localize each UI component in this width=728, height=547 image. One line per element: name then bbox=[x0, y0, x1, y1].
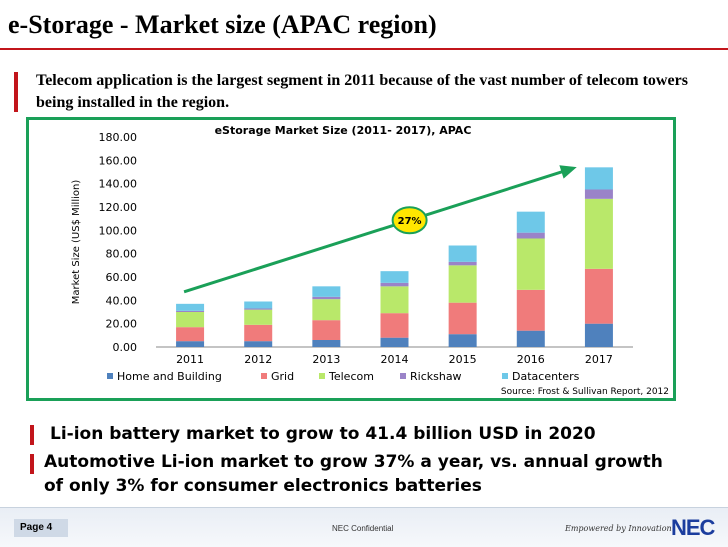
bar-segment bbox=[380, 337, 409, 347]
bar-segment bbox=[584, 323, 613, 347]
x-tick-label: 2016 bbox=[517, 353, 545, 366]
bar-segment bbox=[176, 327, 205, 342]
bar-segment bbox=[244, 308, 273, 310]
bullet-marker-1 bbox=[30, 425, 34, 445]
y-tick-label: 40.00 bbox=[106, 294, 138, 307]
slide-title: e-Storage - Market size (APAC region) bbox=[8, 10, 437, 39]
bar-segment bbox=[516, 289, 545, 331]
bar-segment bbox=[176, 303, 205, 311]
bar-segment bbox=[380, 313, 409, 338]
bar-segment bbox=[312, 299, 341, 321]
confidential-label: NEC Confidential bbox=[332, 524, 394, 533]
legend-swatch bbox=[261, 373, 267, 379]
legend-label: Datacenters bbox=[512, 370, 580, 383]
bar-segment bbox=[244, 341, 273, 347]
bar-segment bbox=[584, 198, 613, 269]
bar-segment bbox=[516, 238, 545, 290]
y-tick-label: 60.00 bbox=[106, 271, 138, 284]
intro-bullet-marker bbox=[14, 72, 18, 112]
x-tick-label: 2012 bbox=[244, 353, 272, 366]
bar-segment bbox=[448, 265, 477, 303]
intro-text: Telecom application is the largest segme… bbox=[36, 72, 688, 111]
y-tick-label: 180.00 bbox=[99, 131, 138, 144]
x-tick-label: 2011 bbox=[176, 353, 204, 366]
footer-bar bbox=[0, 507, 728, 547]
cagr-label: 27% bbox=[398, 216, 422, 227]
cagr-badge bbox=[391, 206, 428, 235]
bullet-marker-2 bbox=[30, 454, 34, 474]
legend-label: Home and Building bbox=[117, 370, 222, 383]
bar-segment bbox=[448, 334, 477, 347]
page-number: Page 4 bbox=[14, 519, 68, 537]
bar-segment bbox=[176, 312, 205, 328]
y-tick-label: 20.00 bbox=[106, 318, 138, 331]
legend-label: Rickshaw bbox=[410, 370, 462, 383]
bar-segment bbox=[516, 330, 545, 347]
legend-swatch bbox=[319, 373, 325, 379]
bullet-2: Automotive Li-ion market to grow 37% a y… bbox=[44, 452, 663, 496]
bar-segment bbox=[380, 286, 409, 314]
y-tick-label: 120.00 bbox=[99, 201, 138, 214]
x-tick-label: 2017 bbox=[585, 353, 613, 366]
y-tick-label: 100.00 bbox=[99, 224, 138, 237]
bar-segment bbox=[312, 286, 341, 297]
legend-swatch bbox=[400, 373, 406, 379]
bar-segment bbox=[312, 296, 341, 300]
trend-arrow-line bbox=[183, 166, 574, 294]
chart-frame: eStorage Market Size (2011- 2017), APAC 0… bbox=[26, 117, 676, 401]
y-tick-label: 80.00 bbox=[106, 248, 138, 261]
bar-segment bbox=[312, 320, 341, 340]
bar-segment bbox=[244, 301, 273, 309]
bar-segment bbox=[448, 261, 477, 266]
legend-label: Grid bbox=[271, 370, 294, 383]
bar-segment bbox=[584, 268, 613, 324]
y-tick-label: 0.00 bbox=[113, 341, 138, 354]
bar-segment bbox=[584, 189, 613, 199]
bar-segment bbox=[516, 232, 545, 239]
chart-title: eStorage Market Size (2011- 2017), APAC bbox=[215, 124, 472, 137]
market-size-chart: eStorage Market Size (2011- 2017), APAC 0… bbox=[71, 124, 669, 397]
bar-segment bbox=[176, 310, 205, 312]
bar-segment bbox=[244, 309, 273, 325]
x-tick-label: 2014 bbox=[381, 353, 409, 366]
legend-swatch bbox=[502, 373, 508, 379]
y-tick-label: 160.00 bbox=[99, 154, 138, 167]
bar-segment bbox=[448, 302, 477, 335]
x-tick-label: 2015 bbox=[449, 353, 477, 366]
bar-segment bbox=[448, 245, 477, 262]
nec-logo: NEC bbox=[671, 515, 715, 540]
bar-segment bbox=[516, 211, 545, 233]
y-axis-label: Market Size (US$ Million) bbox=[71, 180, 82, 305]
bar-segment bbox=[380, 282, 409, 287]
trend-arrow-head bbox=[559, 165, 577, 179]
source-note: Source: Frost & Sullivan Report, 2012 bbox=[501, 387, 669, 397]
x-tick-label: 2013 bbox=[312, 353, 340, 366]
bar-segment bbox=[584, 167, 613, 190]
legend-swatch bbox=[107, 373, 113, 379]
y-tick-label: 140.00 bbox=[99, 178, 138, 191]
bullet-1: Li-ion battery market to grow to 41.4 bi… bbox=[50, 424, 596, 444]
bar-segment bbox=[244, 324, 273, 342]
title-divider bbox=[0, 48, 728, 50]
bar-segment bbox=[312, 340, 341, 347]
legend-label: Telecom bbox=[328, 370, 374, 383]
bar-segment bbox=[380, 271, 409, 283]
tagline: Empowered by Innovation bbox=[565, 524, 672, 533]
bar-segment bbox=[176, 341, 205, 347]
